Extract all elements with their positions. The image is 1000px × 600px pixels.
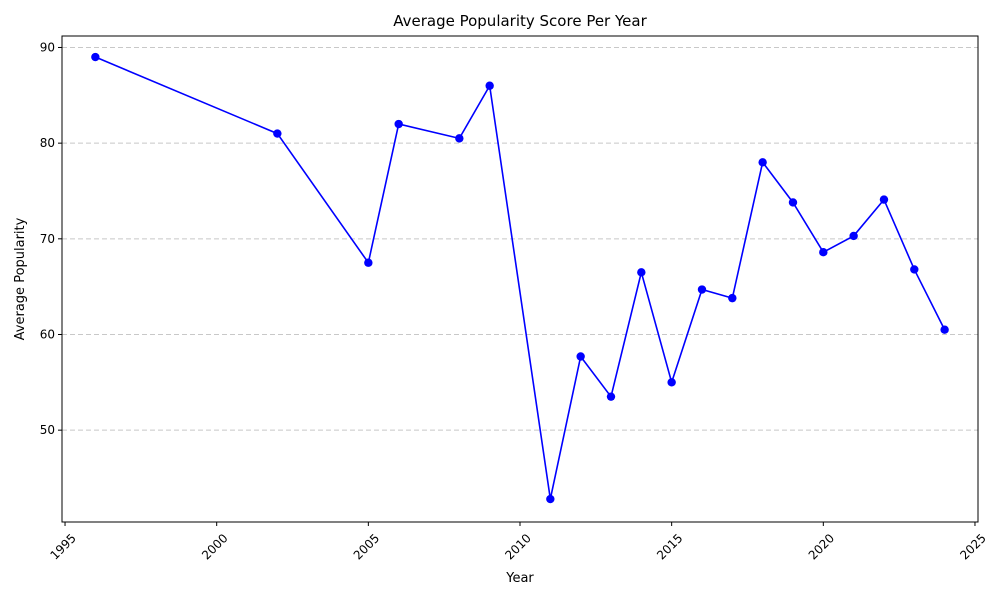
data-point <box>91 52 100 62</box>
plot-frame <box>61 35 979 523</box>
grid <box>62 46 978 431</box>
data-point <box>879 195 889 204</box>
data-point <box>667 378 676 387</box>
data-point <box>485 81 494 90</box>
x-tick-label: 2020 <box>806 531 837 562</box>
y-tick-label: 60 <box>40 327 55 341</box>
data-point <box>576 352 585 361</box>
x-tick-label: 2005 <box>351 531 382 562</box>
series <box>91 52 949 504</box>
x-tick-label: 2000 <box>199 531 230 562</box>
series-line <box>95 56 946 500</box>
data-point <box>697 285 707 294</box>
x-tick-label: 1995 <box>47 531 78 562</box>
y-axis-label: Average Popularity <box>13 217 28 340</box>
data-point <box>606 392 616 401</box>
data-point <box>394 119 403 129</box>
data-point <box>819 248 828 257</box>
x-axis: 1995 2000 2005 2010 2015 2020 2025 <box>47 522 989 563</box>
data-point <box>546 494 555 504</box>
data-point <box>788 198 798 207</box>
y-tick-label: 70 <box>40 232 55 246</box>
data-point <box>910 265 919 274</box>
x-tick-label: 2015 <box>654 531 685 562</box>
chart-title: Average Popularity Score Per Year <box>393 12 647 30</box>
data-point <box>455 134 464 143</box>
x-tick-label: 2025 <box>957 531 988 562</box>
y-tick-label: 50 <box>40 423 55 437</box>
x-axis-label: Year <box>505 571 534 586</box>
x-tick-label: 2010 <box>502 531 533 562</box>
data-point <box>273 129 282 138</box>
data-point <box>364 258 373 267</box>
data-point <box>849 231 858 241</box>
y-tick-label: 80 <box>40 136 55 150</box>
data-point <box>728 293 737 303</box>
data-point <box>637 268 646 277</box>
y-axis: 50 60 70 80 90 <box>40 40 62 437</box>
y-tick-label: 90 <box>40 40 55 54</box>
data-point <box>940 325 949 334</box>
data-point <box>758 158 767 167</box>
